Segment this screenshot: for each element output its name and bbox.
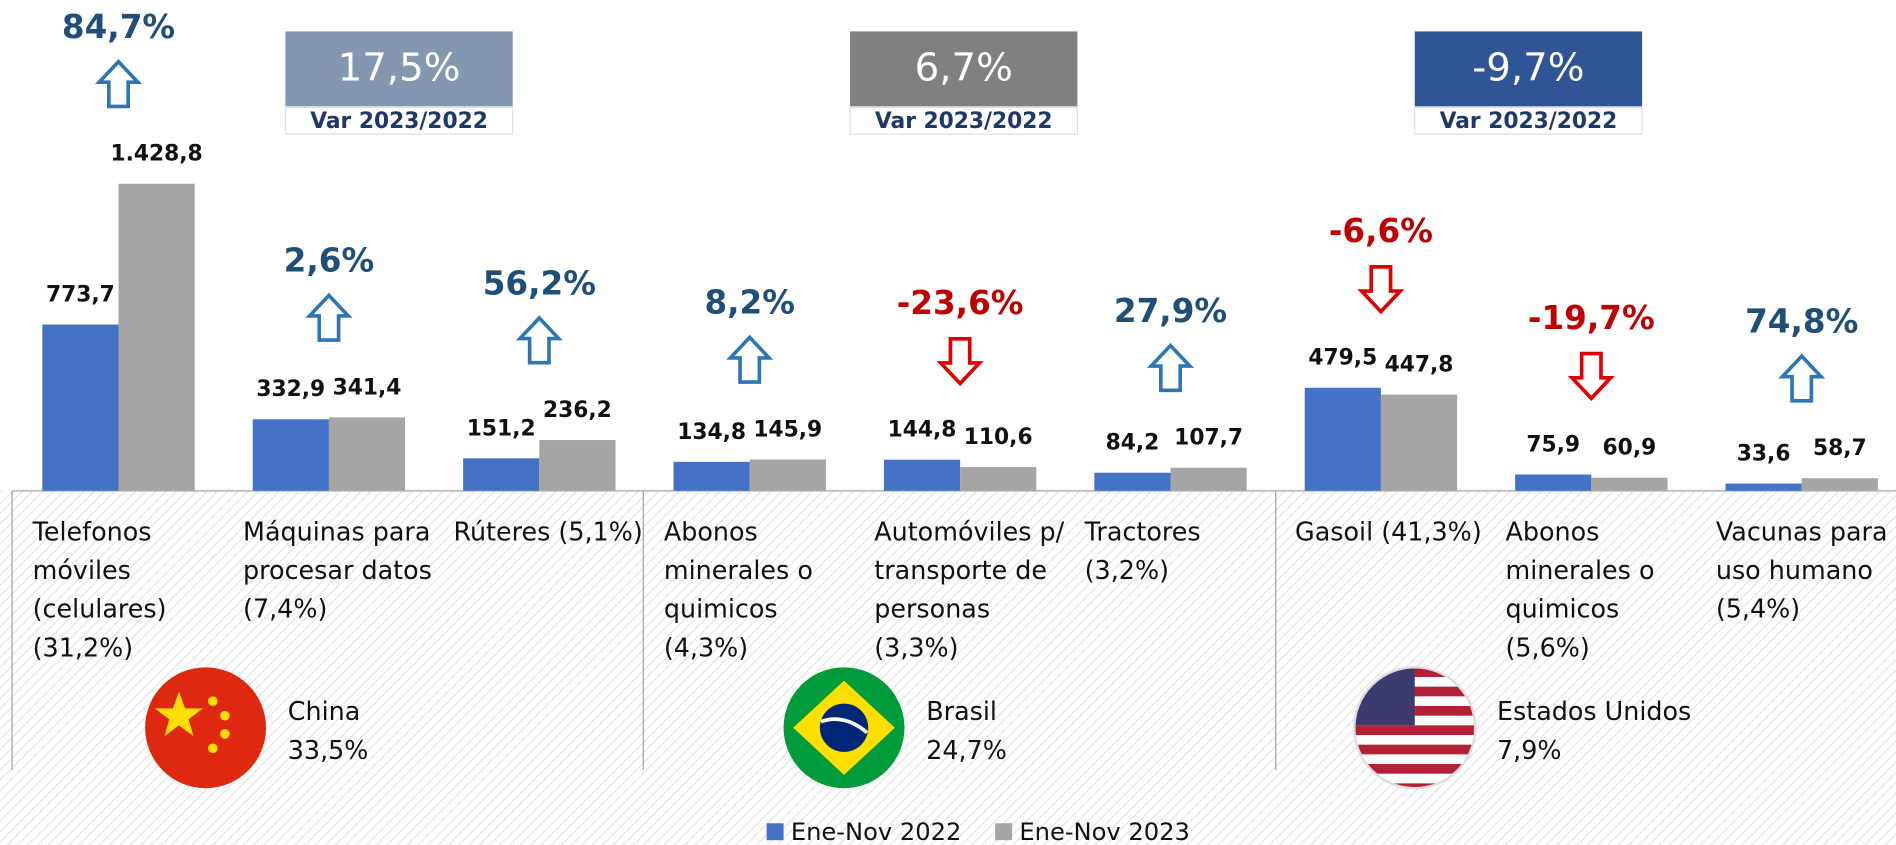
bar <box>1380 394 1458 491</box>
value-label: 447,8 <box>1385 353 1454 378</box>
change-arrow <box>1146 342 1195 393</box>
value-label: 145,9 <box>753 417 822 442</box>
value-label: 75,9 <box>1526 432 1580 457</box>
value-label: 84,2 <box>1106 431 1160 456</box>
bar <box>1304 387 1381 491</box>
category-label: Tractores (3,2%) <box>1084 517 1201 586</box>
bar <box>960 467 1037 491</box>
flag-brasil <box>783 667 905 789</box>
change-label: 74,8% <box>1745 302 1858 340</box>
background-hatch <box>0 490 1896 845</box>
group-name: Brasil <box>926 696 997 726</box>
value-label: 110,6 <box>964 425 1033 450</box>
bar <box>539 440 616 491</box>
var-box <box>850 31 1078 107</box>
var-value: 6,7% <box>915 46 1013 91</box>
value-label: 341,4 <box>333 375 402 400</box>
change-label: -19,7% <box>1528 299 1655 337</box>
value-label: 33,6 <box>1737 442 1791 467</box>
change-label: -6,6% <box>1329 212 1433 250</box>
bar <box>749 459 826 491</box>
bar <box>42 324 119 491</box>
var-caption: Var 2023/2022 <box>310 109 488 134</box>
bar <box>1591 477 1668 491</box>
var-caption-box <box>849 106 1079 135</box>
category-label: Rúteres (5,1%) <box>453 517 643 547</box>
change-arrow <box>726 334 774 384</box>
var-caption-box <box>284 106 514 135</box>
bar <box>1725 483 1802 491</box>
category-label: Gasoil (41,3%) <box>1295 517 1482 547</box>
var-value: 17,5% <box>338 46 461 91</box>
change-arrow <box>305 292 353 342</box>
group-name: Estados Unidos <box>1497 696 1691 726</box>
change-label: 56,2% <box>483 264 596 302</box>
bar <box>118 183 195 491</box>
bar <box>1515 474 1592 491</box>
flag-usa <box>1354 667 1476 789</box>
var-caption: Var 2023/2022 <box>875 109 1053 134</box>
category-label: Abonos minerales o quimicos (4,3%) <box>663 517 813 663</box>
value-label: 134,8 <box>677 420 746 445</box>
legend-label: Ene-Nov 2023 <box>1019 818 1190 845</box>
value-label: 1.428,8 <box>110 142 202 167</box>
group-share: 7,9% <box>1497 735 1561 765</box>
legend-label: Ene-Nov 2022 <box>791 818 962 845</box>
change-arrow <box>1567 351 1615 401</box>
change-label: 27,9% <box>1114 292 1227 330</box>
change-label: -23,6% <box>897 284 1024 322</box>
change-label: 8,2% <box>704 284 794 322</box>
change-label: 2,6% <box>284 242 374 280</box>
value-label: 144,8 <box>888 418 957 443</box>
category-label: Abonos minerales o quimicos (5,6%) <box>1505 517 1655 663</box>
change-arrow <box>1357 265 1405 315</box>
group-share: 33,5% <box>288 735 369 765</box>
change-arrow <box>94 59 143 109</box>
var-box <box>1414 31 1643 107</box>
var-caption: Var 2023/2022 <box>1440 109 1618 134</box>
category-label: Automóviles p/ transporte de personas (3… <box>874 517 1065 663</box>
bar <box>1801 478 1878 491</box>
value-label: 332,9 <box>256 377 325 402</box>
var-value: -9,7% <box>1472 46 1584 91</box>
var-caption-box <box>1414 106 1643 135</box>
flag-rim <box>1353 666 1477 790</box>
legend-swatch <box>766 823 784 841</box>
group-share: 24,7% <box>926 735 1007 765</box>
value-label: 151,2 <box>467 416 536 441</box>
change-label: 84,7% <box>62 8 175 46</box>
category-label: Vacunas para uso humano (5,4%) <box>1715 517 1888 624</box>
bar <box>883 459 961 491</box>
group-name: China <box>288 696 360 726</box>
bar <box>252 419 329 491</box>
value-label: 236,2 <box>543 398 612 423</box>
value-label: 773,7 <box>46 283 115 308</box>
change-arrow <box>515 315 563 365</box>
change-arrow <box>1778 353 1826 403</box>
flag-china <box>145 667 267 789</box>
legend-swatch <box>995 823 1013 841</box>
value-label: 479,5 <box>1308 346 1377 371</box>
value-label: 58,7 <box>1813 436 1867 461</box>
bar <box>1094 472 1171 491</box>
var-box <box>285 31 513 107</box>
change-arrow <box>936 336 984 387</box>
bar <box>463 458 540 491</box>
category-label: Máquinas para procesar datos (7,4%) <box>243 517 432 624</box>
bar <box>328 417 406 491</box>
value-label: 60,9 <box>1603 436 1657 461</box>
category-label: Telefonos móviles (celulares) (31,2%) <box>32 517 167 663</box>
value-label: 107,7 <box>1174 426 1243 451</box>
bar <box>673 461 750 491</box>
bar <box>1170 467 1247 491</box>
